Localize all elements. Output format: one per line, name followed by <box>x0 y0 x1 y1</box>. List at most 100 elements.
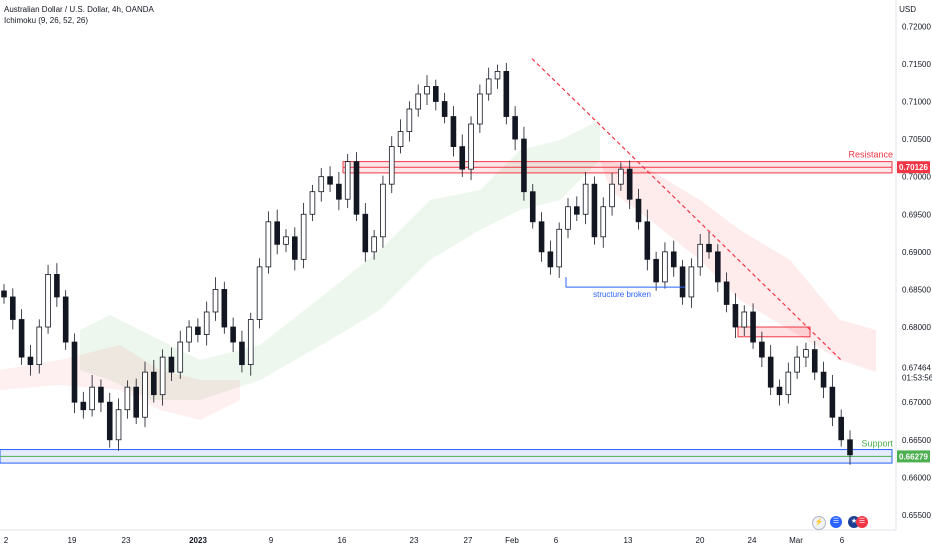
resistance-price-tag: 0.70126 <box>899 163 928 172</box>
us-flag-icon[interactable]: ☰ <box>856 516 868 528</box>
candle-body <box>820 371 827 388</box>
candle-body <box>256 266 263 320</box>
candle-body <box>838 416 844 441</box>
x-tick-label: 27 <box>464 536 473 545</box>
y-tick-label: 0.71500 <box>902 60 931 69</box>
candle-body <box>433 86 439 102</box>
candle-body <box>362 213 369 253</box>
candle-body <box>503 71 510 117</box>
candle-body <box>98 386 104 403</box>
candle-body <box>670 251 677 268</box>
candle-body <box>336 183 342 200</box>
lightning-icon[interactable]: ⚡ <box>812 516 826 530</box>
candle-body <box>397 131 404 147</box>
candle-body <box>353 161 360 215</box>
candle-body <box>309 191 316 215</box>
candle-body <box>195 326 201 335</box>
candle-body <box>247 319 254 366</box>
candle-body <box>741 311 748 328</box>
candle-body <box>653 258 659 283</box>
candle-body <box>292 236 298 260</box>
x-tick-label: 16 <box>338 536 347 545</box>
y-tick-label: 0.66000 <box>902 473 931 482</box>
structure-broken-label: structure broken <box>593 290 651 299</box>
candle-body <box>477 93 483 125</box>
candle-body <box>1 290 7 298</box>
candle-body <box>151 371 157 396</box>
candle-body <box>494 71 501 80</box>
y-tick-label: 0.67000 <box>902 398 931 407</box>
candle-body <box>115 409 122 441</box>
candle-body <box>27 356 34 366</box>
chart-legend: Australian Dollar / U.S. Dollar, 4h, OAN… <box>4 4 154 26</box>
candle-body <box>556 228 562 268</box>
candle-body <box>803 349 809 358</box>
resistance-label: Resistance <box>848 150 893 160</box>
candle-body <box>529 191 536 223</box>
candle-body <box>300 213 307 260</box>
support-price-tag: 0.66279 <box>899 452 928 461</box>
us-flag-icon[interactable]: ☰ <box>830 516 842 528</box>
candle-body <box>688 266 695 298</box>
candle-body <box>239 341 245 366</box>
x-tick-label: 24 <box>748 536 757 545</box>
candle-body <box>388 146 395 185</box>
candle-body <box>424 86 430 95</box>
candle-body <box>715 251 721 283</box>
candle-body <box>767 356 774 388</box>
candle-body <box>344 161 351 200</box>
candle-body <box>142 371 148 418</box>
candle-body <box>732 304 739 328</box>
x-tick-label: 6 <box>554 536 559 545</box>
ichimoku-cloud-bearish <box>600 160 876 372</box>
x-tick-label: Feb <box>505 536 519 545</box>
y-tick-label: 0.71000 <box>902 97 931 106</box>
candle-body <box>186 326 192 343</box>
candle-body <box>538 221 545 253</box>
y-tick-label: 0.68500 <box>902 285 931 294</box>
candle-body <box>177 341 184 373</box>
candle-body <box>318 176 325 193</box>
candle-body <box>706 243 712 253</box>
candle-body <box>36 326 43 366</box>
candle-body <box>829 386 836 418</box>
candle-body <box>847 439 853 456</box>
candle-body <box>485 78 492 95</box>
y-tick-label: 0.69000 <box>902 248 931 257</box>
candle-body <box>62 296 69 343</box>
candle-body <box>45 273 51 328</box>
y-tick-label: 0.70000 <box>902 173 931 182</box>
candle-body <box>133 386 139 418</box>
candle-body <box>609 183 615 208</box>
candle-body <box>785 371 792 396</box>
candle-body <box>327 176 333 185</box>
y-tick-label: 0.70500 <box>902 135 931 144</box>
candle-body <box>230 326 236 343</box>
support-price-tag-bg <box>897 450 930 463</box>
x-tick-label: 20 <box>696 536 705 545</box>
candle-body <box>679 266 686 298</box>
candle-body <box>776 386 783 396</box>
candle-body <box>159 356 166 396</box>
candle-body <box>89 386 95 411</box>
candle-body <box>274 221 280 245</box>
x-tick-label: 2 <box>4 536 9 545</box>
candle-body <box>574 206 580 215</box>
candle-body <box>54 273 60 298</box>
candle-body <box>759 341 765 358</box>
y-tick-label: 0.69500 <box>902 210 931 219</box>
candle-body <box>106 401 113 441</box>
candle-body <box>168 356 175 373</box>
candle-body <box>441 101 448 117</box>
x-tick-label: 9 <box>269 536 274 545</box>
currency-label: USD <box>899 5 916 14</box>
support-label: Support <box>861 439 893 449</box>
candle-body <box>212 289 219 313</box>
candle-body <box>406 108 413 132</box>
candle-body <box>600 206 607 238</box>
candle-body <box>380 183 386 238</box>
candle-body <box>512 116 518 140</box>
candle-body <box>811 349 818 373</box>
